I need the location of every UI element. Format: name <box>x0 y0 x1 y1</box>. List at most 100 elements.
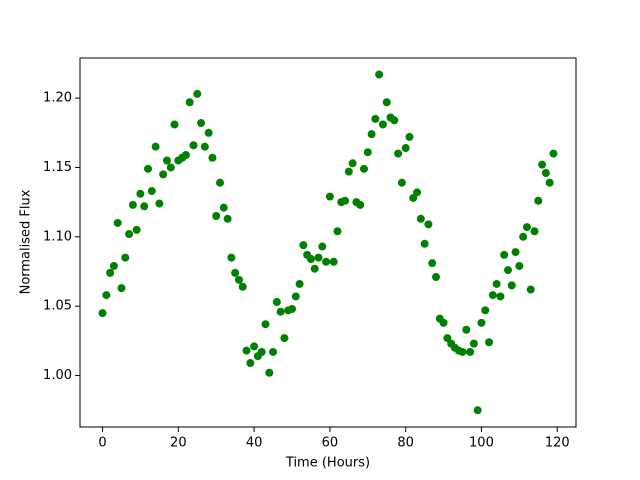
point <box>193 89 202 98</box>
point <box>295 279 304 288</box>
point <box>481 306 490 315</box>
point <box>189 141 198 150</box>
point <box>416 214 425 223</box>
point <box>113 218 122 227</box>
point <box>261 320 270 329</box>
point <box>223 214 232 223</box>
point <box>250 342 259 351</box>
point <box>500 250 509 259</box>
x-tick-label: 60 <box>322 436 339 451</box>
point <box>530 227 539 236</box>
point <box>231 268 240 277</box>
plot-frame <box>79 57 577 428</box>
point <box>121 253 130 262</box>
point <box>401 144 410 153</box>
x-tick-label: 120 <box>545 436 570 451</box>
point <box>431 273 440 282</box>
point <box>344 167 353 176</box>
y-tick-label: 1.00 <box>43 368 72 383</box>
point <box>375 70 384 79</box>
point <box>269 347 278 356</box>
point <box>162 156 171 165</box>
point <box>492 279 501 288</box>
x-tick-label: 20 <box>170 436 187 451</box>
point <box>507 281 516 290</box>
point <box>136 189 145 198</box>
y-tick-label: 1.15 <box>43 160 72 175</box>
point <box>109 261 118 270</box>
point <box>341 196 350 205</box>
point <box>405 132 414 141</box>
x-axis-label: Time (Hours) <box>285 456 370 471</box>
point <box>511 248 520 257</box>
point <box>197 119 206 128</box>
point <box>98 309 107 318</box>
point <box>219 203 228 212</box>
point <box>329 257 338 266</box>
point <box>549 149 558 158</box>
point <box>200 142 209 151</box>
point <box>333 227 342 236</box>
point <box>534 196 543 205</box>
point <box>458 347 467 356</box>
point <box>363 148 372 157</box>
point <box>288 304 297 313</box>
point <box>155 199 164 208</box>
point <box>462 325 471 334</box>
point <box>147 187 156 196</box>
point <box>280 334 289 343</box>
point <box>170 120 179 129</box>
point <box>348 159 357 168</box>
point <box>322 257 331 266</box>
point <box>314 253 323 262</box>
point <box>519 232 528 241</box>
point <box>159 170 168 179</box>
point <box>265 368 274 377</box>
point <box>413 188 422 197</box>
point <box>356 200 365 209</box>
point <box>522 223 531 232</box>
point <box>394 149 403 158</box>
x-tick-label: 80 <box>397 436 414 451</box>
point <box>439 318 448 327</box>
point <box>151 142 160 151</box>
point <box>473 406 482 415</box>
point <box>212 212 221 221</box>
y-tick-label: 1.10 <box>43 229 72 244</box>
point <box>132 225 141 234</box>
x-tick-label: 100 <box>469 436 494 451</box>
y-axis-label: Normalised Flux <box>19 189 34 294</box>
point <box>503 266 512 275</box>
point <box>117 284 126 293</box>
point <box>246 359 255 368</box>
point <box>359 164 368 173</box>
point <box>144 164 153 173</box>
point <box>545 178 554 187</box>
point <box>208 153 217 162</box>
point <box>485 338 494 347</box>
y-tick-label: 1.05 <box>43 299 72 314</box>
point <box>367 130 376 139</box>
point <box>140 202 149 211</box>
point <box>538 160 547 169</box>
point <box>306 255 315 264</box>
x-tick-label: 40 <box>246 436 263 451</box>
point <box>420 239 429 248</box>
point <box>310 264 319 273</box>
point <box>291 292 300 301</box>
point <box>477 318 486 327</box>
point <box>102 291 111 300</box>
point <box>242 346 251 355</box>
point <box>466 347 475 356</box>
point <box>185 98 194 107</box>
point <box>378 120 387 129</box>
point <box>382 98 391 107</box>
point <box>276 307 285 316</box>
point <box>469 339 478 348</box>
point <box>515 261 524 270</box>
point <box>181 150 190 159</box>
point <box>318 242 327 251</box>
point <box>526 285 535 294</box>
point <box>128 200 137 209</box>
